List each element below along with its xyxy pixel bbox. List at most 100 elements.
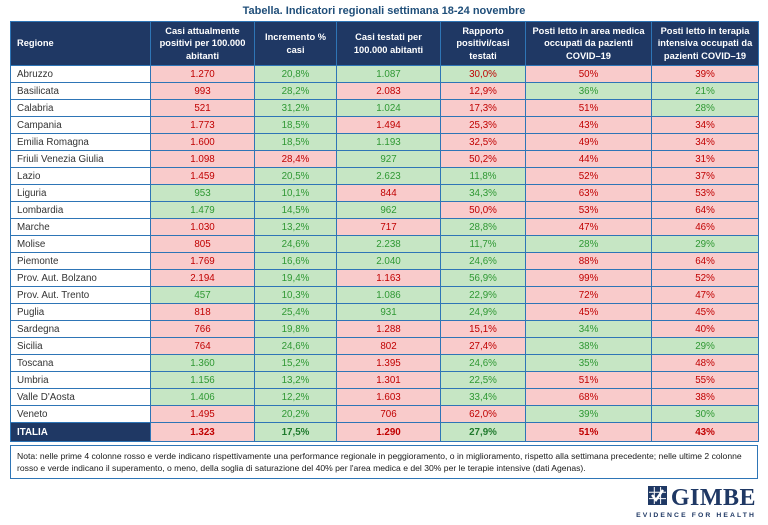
value-cell: 50,0% <box>440 201 526 219</box>
value-cell: 2.238 <box>336 235 441 253</box>
value-cell: 1.087 <box>336 65 441 83</box>
value-cell: 56,9% <box>440 269 526 287</box>
value-cell: 10,3% <box>254 286 337 304</box>
region-name: Umbria <box>10 371 151 389</box>
region-name: Sicilia <box>10 337 151 355</box>
header-row: Regione Casi attualmente positivi per 10… <box>10 21 759 66</box>
value-cell: 39% <box>651 65 759 83</box>
value-cell: 1.494 <box>336 116 441 134</box>
column-header-casi-testati: Casi testati per 100.000 abitanti <box>336 21 441 66</box>
value-cell: 2.040 <box>336 252 441 270</box>
value-cell: 818 <box>150 303 255 321</box>
column-header-rapporto: Rapporto positivi/casi testati <box>440 21 526 66</box>
table-row: Umbria 1.156 13,2% 1.301 22,5% 51% 55% <box>10 371 759 389</box>
value-cell: 34% <box>651 133 759 151</box>
value-cell: 1.156 <box>150 371 255 389</box>
value-cell: 37% <box>651 167 759 185</box>
table-row: Campania 1.773 18,5% 1.494 25,3% 43% 34% <box>10 116 759 134</box>
value-cell: 1.301 <box>336 371 441 389</box>
value-cell: 13,2% <box>254 218 337 236</box>
value-cell: 47% <box>525 218 652 236</box>
value-cell: 10,1% <box>254 184 337 202</box>
region-name: Valle D'Aosta <box>10 388 151 406</box>
value-cell: 88% <box>525 252 652 270</box>
total-row: ITALIA 1.323 17,5% 1.290 27,9% 51% 43% <box>10 422 759 442</box>
value-cell: 18,5% <box>254 116 337 134</box>
value-cell: 99% <box>525 269 652 287</box>
table-row: Abruzzo 1.270 20,8% 1.087 30,0% 50% 39% <box>10 65 759 83</box>
gimbe-logo: GIMBE EVIDENCE FOR HEALTH <box>636 486 756 519</box>
value-cell: 64% <box>651 201 759 219</box>
table-row: Calabria 521 31,2% 1.024 17,3% 51% 28% <box>10 99 759 117</box>
value-cell: 11,7% <box>440 235 526 253</box>
value-cell: 15,1% <box>440 320 526 338</box>
value-cell: 12,2% <box>254 388 337 406</box>
region-name: Puglia <box>10 303 151 321</box>
value-cell: 45% <box>651 303 759 321</box>
value-cell: 2.083 <box>336 82 441 100</box>
value-cell: 72% <box>525 286 652 304</box>
region-name: Sardegna <box>10 320 151 338</box>
value-cell: 53% <box>651 184 759 202</box>
value-cell: 34% <box>651 116 759 134</box>
value-cell: 43% <box>525 116 652 134</box>
value-cell: 457 <box>150 286 255 304</box>
value-cell: 13,2% <box>254 371 337 389</box>
value-cell: 14,5% <box>254 201 337 219</box>
table-row: Sicilia 764 24,6% 802 27,4% 38% 29% <box>10 337 759 355</box>
value-cell: 24,6% <box>254 337 337 355</box>
value-cell: 17,5% <box>254 422 337 442</box>
value-cell: 63% <box>525 184 652 202</box>
value-cell: 49% <box>525 133 652 151</box>
value-cell: 1.395 <box>336 354 441 372</box>
value-cell: 55% <box>651 371 759 389</box>
table-row: Lombardia 1.479 14,5% 962 50,0% 53% 64% <box>10 201 759 219</box>
value-cell: 1.406 <box>150 388 255 406</box>
region-name: Abruzzo <box>10 65 151 83</box>
region-name: Prov. Aut. Trento <box>10 286 151 304</box>
region-name: Liguria <box>10 184 151 202</box>
value-cell: 38% <box>525 337 652 355</box>
table-header: Regione Casi attualmente positivi per 10… <box>10 21 759 66</box>
value-cell: 68% <box>525 388 652 406</box>
region-name: Basilicata <box>10 82 151 100</box>
gimbe-logo-top: GIMBE <box>647 485 756 512</box>
value-cell: 30,0% <box>440 65 526 83</box>
gimbe-wordmark: GIMBE <box>670 485 756 512</box>
value-cell: 64% <box>651 252 759 270</box>
table-row: Sardegna 766 19,8% 1.288 15,1% 34% 40% <box>10 320 759 338</box>
value-cell: 15,2% <box>254 354 337 372</box>
value-cell: 48% <box>651 354 759 372</box>
value-cell: 40% <box>651 320 759 338</box>
value-cell: 1.603 <box>336 388 441 406</box>
value-cell: 19,8% <box>254 320 337 338</box>
value-cell: 36% <box>525 82 652 100</box>
indicators-table: Regione Casi attualmente positivi per 10… <box>10 21 759 442</box>
value-cell: 927 <box>336 150 441 168</box>
table-row: Prov. Aut. Trento 457 10,3% 1.086 22,9% 72% 47… <box>10 286 759 304</box>
value-cell: 1.270 <box>150 65 255 83</box>
value-cell: 50,2% <box>440 150 526 168</box>
value-cell: 962 <box>336 201 441 219</box>
region-name: Campania <box>10 116 151 134</box>
table-row: Toscana 1.360 15,2% 1.395 24,6% 35% 48% <box>10 354 759 372</box>
value-cell: 39% <box>525 405 652 423</box>
region-name: Calabria <box>10 99 151 117</box>
value-cell: 1.769 <box>150 252 255 270</box>
table-body: Abruzzo 1.270 20,8% 1.087 30,0% 50% 39% Basilic… <box>10 65 759 442</box>
table-row: Valle D'Aosta 1.406 12,2% 1.603 33,4% 68% 38% <box>10 388 759 406</box>
table-title: Tabella. Indicatori regionali settimana … <box>242 5 526 17</box>
value-cell: 1.193 <box>336 133 441 151</box>
region-name: Veneto <box>10 405 151 423</box>
value-cell: 1.086 <box>336 286 441 304</box>
region-name: Lombardia <box>10 201 151 219</box>
value-cell: 28,4% <box>254 150 337 168</box>
region-name: Toscana <box>10 354 151 372</box>
value-cell: 33,4% <box>440 388 526 406</box>
value-cell: 1.459 <box>150 167 255 185</box>
value-cell: 28,8% <box>440 218 526 236</box>
value-cell: 25,4% <box>254 303 337 321</box>
value-cell: 20,5% <box>254 167 337 185</box>
table-row: Piemonte 1.769 16,6% 2.040 24,6% 88% 64% <box>10 252 759 270</box>
value-cell: 764 <box>150 337 255 355</box>
